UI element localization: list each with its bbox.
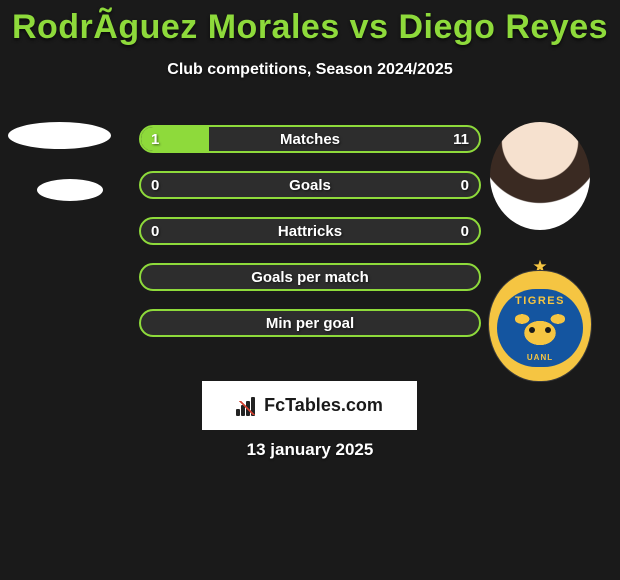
brand-box: FcTables.com bbox=[202, 381, 417, 430]
stat-label: Goals per match bbox=[141, 265, 479, 289]
stat-label: Min per goal bbox=[141, 311, 479, 335]
stat-value-right: 0 bbox=[461, 173, 469, 197]
club-sub-label: UANL bbox=[523, 353, 557, 362]
page-title: RodrÃ­guez Morales vs Diego Reyes bbox=[0, 0, 620, 47]
stat-bar: 0Hattricks0 bbox=[139, 217, 481, 245]
stat-fill-left bbox=[141, 127, 209, 151]
stat-bar: 0Goals0 bbox=[139, 171, 481, 199]
left-ellipse-2 bbox=[37, 179, 103, 201]
stat-value-left: 0 bbox=[151, 173, 159, 197]
stat-value-left: 0 bbox=[151, 219, 159, 243]
stat-bars: 1Matches110Goals00Hattricks0Goals per ma… bbox=[139, 125, 481, 355]
stat-value-right: 11 bbox=[453, 127, 469, 151]
player-photo-right bbox=[490, 122, 590, 230]
club-badge-shape: TIGRES UANL bbox=[488, 270, 592, 382]
brand-label: FcTables.com bbox=[264, 395, 383, 416]
club-badge-right: ★ TIGRES UANL bbox=[480, 258, 600, 386]
tiger-icon bbox=[512, 311, 568, 351]
brand-bars-icon bbox=[236, 396, 258, 416]
stat-label: Goals bbox=[141, 173, 479, 197]
stat-bar: Goals per match bbox=[139, 263, 481, 291]
club-name-label: TIGRES bbox=[515, 295, 565, 307]
stat-bar: Min per goal bbox=[139, 309, 481, 337]
stat-bar: 1Matches11 bbox=[139, 125, 481, 153]
page-subtitle: Club competitions, Season 2024/2025 bbox=[0, 61, 620, 79]
stat-value-right: 0 bbox=[461, 219, 469, 243]
stat-label: Hattricks bbox=[141, 219, 479, 243]
left-ellipse-1 bbox=[8, 122, 111, 149]
footer-date: 13 january 2025 bbox=[0, 440, 620, 460]
